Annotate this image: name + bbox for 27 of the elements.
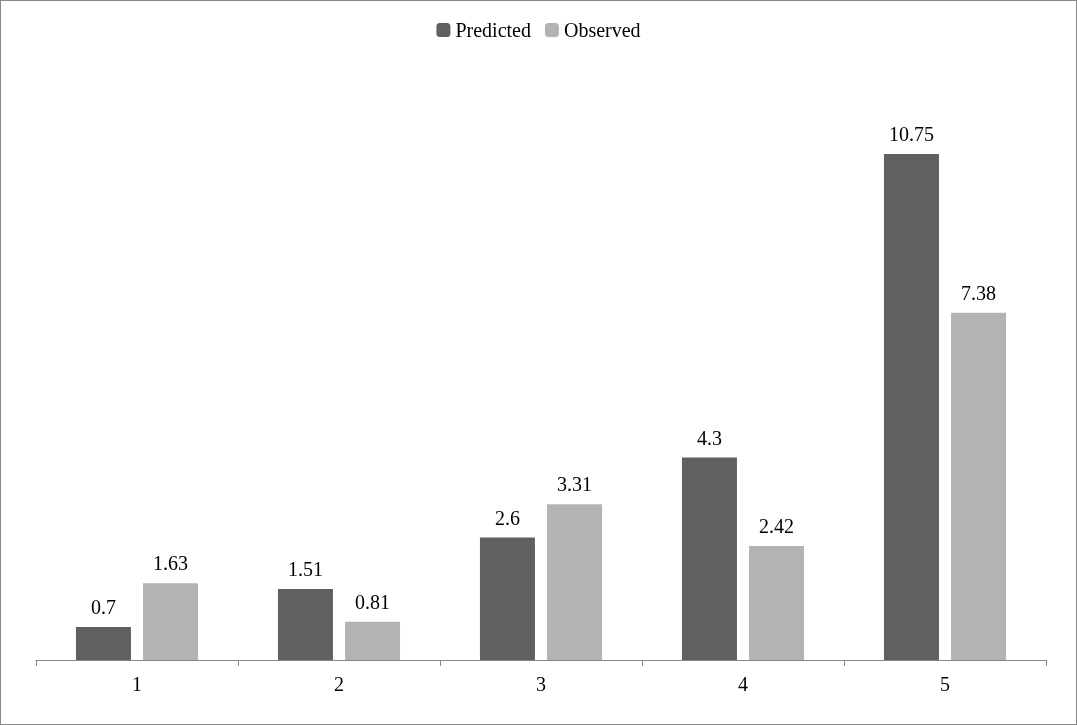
data-label: 1.51 — [287, 557, 323, 580]
x-tick-label: 4 — [738, 673, 748, 695]
legend-label: Predicted — [455, 19, 531, 41]
bar — [345, 621, 401, 660]
x-tick-label: 3 — [536, 673, 546, 695]
bar — [681, 457, 737, 660]
bar — [951, 312, 1007, 660]
bar — [75, 627, 131, 660]
data-label: 2.6 — [494, 506, 520, 529]
bar — [479, 537, 535, 660]
data-label: 0.81 — [355, 590, 391, 613]
x-tick-label: 5 — [940, 673, 950, 695]
bar — [547, 504, 603, 660]
data-label: 3.31 — [557, 473, 593, 496]
data-label: 2.42 — [759, 515, 795, 538]
data-label: 10.75 — [888, 123, 934, 145]
bar — [143, 583, 199, 660]
data-label: 0.7 — [90, 596, 116, 619]
bar — [749, 546, 805, 660]
data-label: 1.63 — [153, 552, 189, 575]
data-label: 4.3 — [696, 426, 722, 449]
x-tick-label: 1 — [132, 673, 142, 695]
data-label: 7.38 — [961, 281, 997, 304]
bar — [277, 588, 333, 660]
legend-label: Observed — [563, 19, 641, 41]
x-tick-label: 2 — [334, 673, 344, 695]
bar — [883, 154, 939, 660]
